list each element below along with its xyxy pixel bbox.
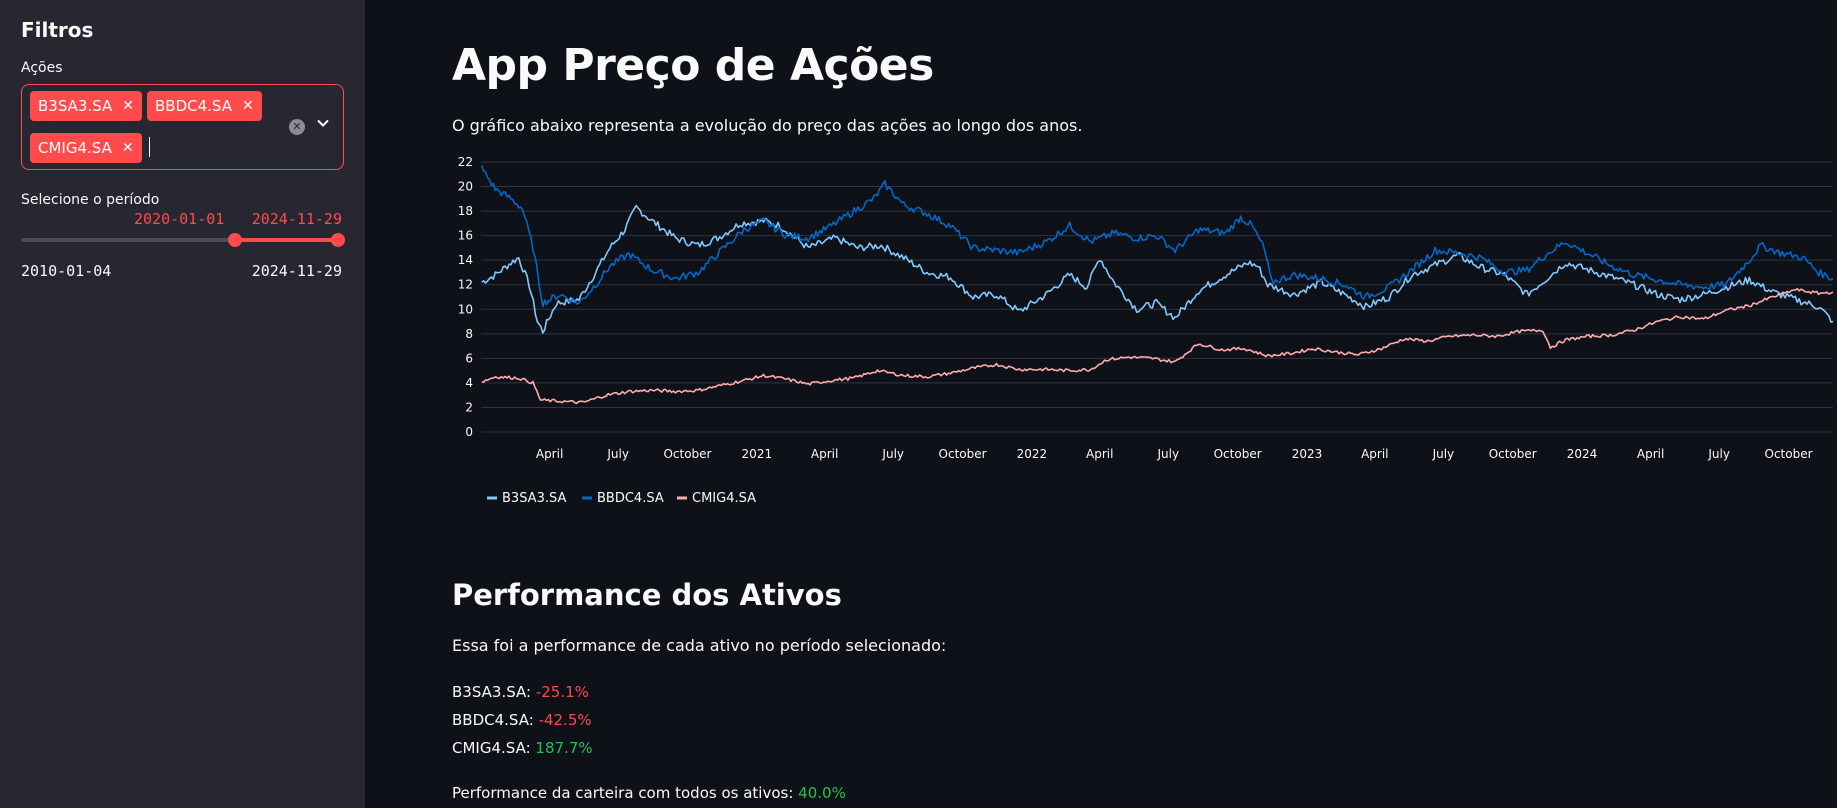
legend-label: BBDC4.SA bbox=[597, 491, 664, 506]
x-tick-label: April bbox=[1637, 447, 1664, 461]
portfolio-value: 40.0% bbox=[798, 784, 846, 802]
x-tick-label: October bbox=[663, 447, 711, 461]
performance-row: B3SA3.SA: -25.1% bbox=[452, 683, 589, 701]
chevron-down-icon[interactable] bbox=[317, 117, 329, 129]
sidebar: Filtros Ações B3SA3.SA ✕ BBDC4.SA ✕ CMIG… bbox=[0, 0, 365, 808]
slider-max-label: 2024-11-29 bbox=[251, 262, 342, 280]
period-slider[interactable]: 2020-01-01 2024-11-29 2010-01-04 2024-11… bbox=[21, 210, 345, 296]
x-tick-label: July bbox=[606, 447, 629, 461]
stocks-multiselect[interactable]: B3SA3.SA ✕ BBDC4.SA ✕ CMIG4.SA ✕ ✕ bbox=[21, 84, 344, 170]
slider-end-handle[interactable] bbox=[331, 233, 345, 247]
page-title: App Preço de Ações bbox=[452, 40, 934, 91]
remove-tag-icon[interactable]: ✕ bbox=[122, 98, 135, 114]
stock-tag[interactable]: B3SA3.SA ✕ bbox=[30, 91, 143, 121]
x-tick-label: 2021 bbox=[742, 447, 773, 461]
y-tick-label: 0 bbox=[465, 425, 473, 439]
series-line-bbdc4-sa bbox=[481, 165, 1834, 308]
performance-description: Essa foi a performance de cada ativo no … bbox=[452, 636, 947, 655]
x-tick-label: October bbox=[1489, 447, 1537, 461]
y-tick-label: 16 bbox=[458, 229, 473, 243]
performance-title: Performance dos Ativos bbox=[452, 578, 842, 612]
x-tick-label: 2022 bbox=[1017, 447, 1048, 461]
performance-ticker: CMIG4.SA: bbox=[452, 739, 531, 757]
x-tick-label: 2024 bbox=[1567, 447, 1598, 461]
clear-all-icon[interactable]: ✕ bbox=[289, 119, 305, 135]
stock-tag[interactable]: BBDC4.SA ✕ bbox=[147, 91, 262, 121]
slider-range-fill bbox=[235, 238, 338, 242]
x-tick-label: April bbox=[536, 447, 563, 461]
x-tick-label: October bbox=[939, 447, 987, 461]
x-tick-label: July bbox=[1157, 447, 1180, 461]
slider-start-handle[interactable] bbox=[228, 233, 243, 247]
y-tick-label: 18 bbox=[458, 204, 473, 218]
stock-tag-label: BBDC4.SA bbox=[155, 97, 232, 115]
slider-start-value: 2020-01-01 bbox=[134, 210, 225, 228]
y-tick-label: 22 bbox=[458, 155, 473, 169]
x-tick-label: October bbox=[1765, 447, 1813, 461]
x-tick-label: July bbox=[1707, 447, 1730, 461]
performance-value: 187.7% bbox=[535, 739, 593, 757]
slider-track[interactable] bbox=[21, 238, 338, 242]
series-line-cmig4-sa bbox=[481, 287, 1834, 405]
y-tick-label: 20 bbox=[458, 180, 473, 194]
slider-min-label: 2010-01-04 bbox=[21, 262, 112, 280]
x-tick-label: April bbox=[1086, 447, 1113, 461]
y-tick-label: 6 bbox=[465, 351, 473, 365]
slider-end-value: 2024-11-29 bbox=[251, 210, 342, 228]
x-tick-label: October bbox=[1214, 447, 1262, 461]
portfolio-row: Performance da carteira com todos os ati… bbox=[452, 784, 846, 802]
remove-tag-icon[interactable]: ✕ bbox=[241, 98, 254, 114]
x-tick-label: July bbox=[881, 447, 904, 461]
performance-row: BBDC4.SA: -42.5% bbox=[452, 711, 592, 729]
page-subtitle: O gráfico abaixo representa a evolução d… bbox=[452, 116, 1083, 135]
period-label: Selecione o período bbox=[21, 192, 160, 208]
performance-ticker: B3SA3.SA: bbox=[452, 683, 532, 701]
stocks-label: Ações bbox=[21, 60, 63, 76]
stock-tag-label: CMIG4.SA bbox=[38, 139, 112, 157]
stock-tag-label: B3SA3.SA bbox=[38, 97, 113, 115]
y-tick-label: 4 bbox=[465, 376, 473, 390]
x-tick-label: April bbox=[1361, 447, 1388, 461]
text-cursor bbox=[149, 137, 150, 157]
x-tick-label: July bbox=[1432, 447, 1455, 461]
x-tick-label: 2023 bbox=[1292, 447, 1323, 461]
remove-tag-icon[interactable]: ✕ bbox=[121, 140, 134, 156]
y-tick-label: 2 bbox=[465, 400, 473, 414]
stock-tag[interactable]: CMIG4.SA ✕ bbox=[30, 133, 142, 163]
performance-value: -25.1% bbox=[535, 683, 589, 701]
x-tick-label: April bbox=[811, 447, 838, 461]
y-tick-label: 14 bbox=[458, 253, 473, 267]
y-tick-label: 8 bbox=[465, 327, 473, 341]
performance-ticker: BBDC4.SA: bbox=[452, 711, 534, 729]
legend-label: CMIG4.SA bbox=[692, 491, 756, 506]
portfolio-label: Performance da carteira com todos os ati… bbox=[452, 784, 794, 802]
performance-value: -42.5% bbox=[538, 711, 592, 729]
legend-label: B3SA3.SA bbox=[502, 491, 566, 506]
sidebar-title: Filtros bbox=[21, 18, 94, 42]
main-content: App Preço de Ações O gráfico abaixo repr… bbox=[365, 0, 1837, 808]
series-line-b3sa3-sa bbox=[481, 204, 1834, 334]
y-tick-label: 12 bbox=[458, 278, 473, 292]
y-tick-label: 10 bbox=[458, 302, 473, 316]
performance-row: CMIG4.SA: 187.7% bbox=[452, 739, 593, 757]
